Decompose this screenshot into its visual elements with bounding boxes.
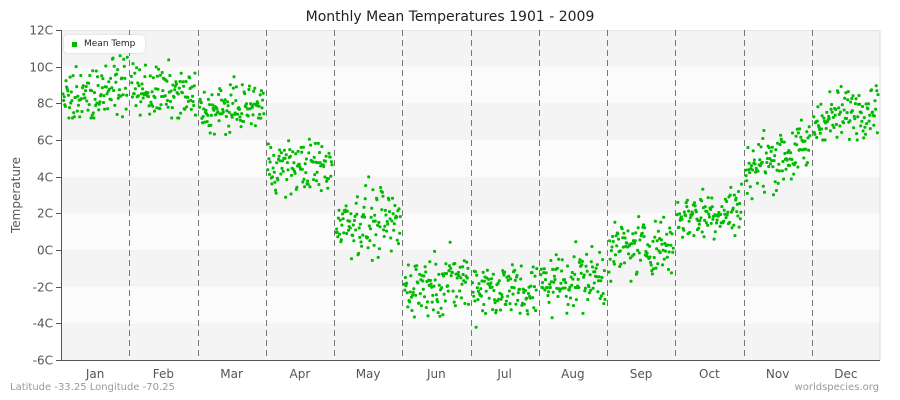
x-tick-label: Apr [290,367,311,381]
grid-band [61,140,880,177]
x-tick-label: Dec [834,367,857,381]
x-tick-label: Feb [153,367,174,381]
y-axis-ticks: 12C 10C 8C 6C 4C 2C 0C -2C -4C -6C [29,24,61,368]
y-axis-label: Temperature [9,157,23,234]
legend: Mean Temp [64,35,146,53]
x-tick-label: Jun [426,367,446,381]
x-tick-label: Nov [766,367,789,381]
x-tick-label: Sep [630,367,653,381]
legend-swatch-icon [72,41,77,47]
grid-band [61,103,880,140]
grid-band [61,323,880,360]
x-tick-label: Jan [85,367,105,381]
grid-band [61,176,880,214]
y-tick-label: 8C [37,97,53,111]
x-axis-ticks: Jan Feb Mar Apr May Jun Jul Aug Sep Oct Nov Dec [85,367,858,381]
x-tick-label: Aug [561,367,584,381]
y-tick-label: 0C [37,244,53,258]
legend-label: Mean Temp [84,39,136,49]
y-tick-label: 10C [29,61,53,75]
data-points [61,54,880,329]
month-dividers [129,30,813,360]
x-tick-label: Oct [699,367,720,381]
y-tick-label: 2C [37,207,53,221]
x-tick-label: May [356,367,381,381]
grid-band [61,213,880,250]
y-tick-label: 12C [29,24,53,38]
y-tick-label: -6C [33,354,53,368]
y-tick-label: -2C [33,281,53,295]
y-tick-label: 6C [37,134,53,148]
grid-bands [61,30,881,360]
axes [61,30,880,361]
y-tick-label: 4C [37,171,53,185]
chart-title: Monthly Mean Temperatures 1901 - 2009 [305,9,595,25]
grid-band [61,286,880,324]
grid-band [61,250,880,287]
location-label: Latitude -33.25 Longitude -70.25 [10,382,175,393]
grid-band [61,30,880,67]
x-tick-label: Jul [496,367,511,381]
y-tick-label: -4C [33,317,53,331]
source-link[interactable]: worldspecies.org [794,382,879,393]
grid-band [61,66,880,104]
x-tick-label: Mar [220,367,243,381]
